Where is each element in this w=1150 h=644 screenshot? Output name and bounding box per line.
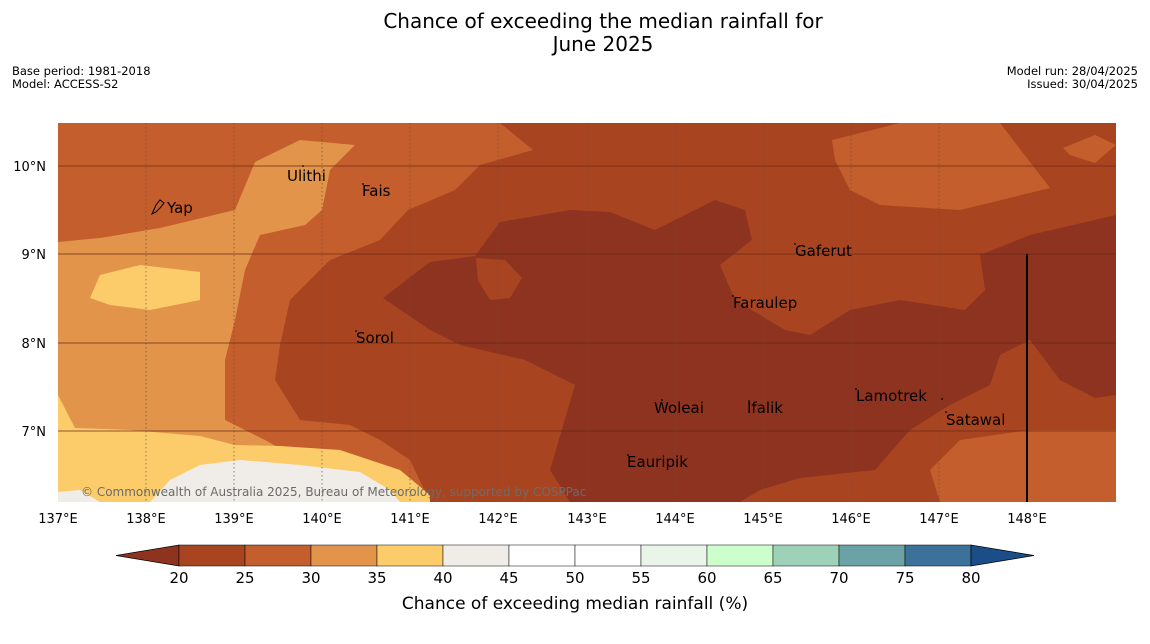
lon-label: 146°E (831, 512, 871, 527)
copyright-notice: © Commonwealth of Australia 2025, Bureau… (81, 485, 586, 499)
model-name: Model: ACCESS-S2 (12, 77, 119, 91)
lat-label: 8°N (22, 337, 47, 352)
lon-label: 139°E (214, 512, 254, 527)
place-markers (302, 165, 947, 456)
lon-label: 144°E (655, 512, 695, 527)
colorbar-tick-label: 65 (763, 569, 783, 587)
lon-label: 141°E (390, 512, 430, 527)
colorbar-swatch (244, 544, 312, 567)
yap-island-outline (150, 199, 165, 216)
colorbar-swatch (442, 544, 510, 567)
place-label-ulithi: Ulithi (287, 167, 326, 185)
meta-left: Base period: 1981-2018 Model: ACCESS-S2 (12, 65, 151, 91)
place-label-satawal: Satawal (946, 411, 1005, 429)
lon-label: 145°E (743, 512, 783, 527)
model-run: Model run: 28/04/2025 (1006, 64, 1138, 78)
colorbar-swatch (772, 544, 840, 567)
colorbar-swatch (508, 544, 576, 567)
place-label-gaferut: Gaferut (795, 242, 852, 260)
colorbar-tick-label: 75 (895, 569, 915, 587)
lat-label: 9°N (22, 248, 47, 263)
colorbar-low-arrow (115, 544, 180, 567)
colorbar-tick-label: 70 (829, 569, 849, 587)
colorbar-tick-label: 60 (697, 569, 717, 587)
colorbar-tick-label: 35 (367, 569, 387, 587)
colorbar-tick-label: 40 (433, 569, 453, 587)
colorbar-swatch (706, 544, 774, 567)
colorbar-tick-label: 30 (301, 569, 321, 587)
lon-label: 140°E (302, 512, 342, 527)
map-fill (58, 123, 1116, 502)
place-label-yap: Yap (166, 199, 193, 217)
place-label-lamotrek: Lamotrek (856, 387, 927, 405)
place-label-ifalik: Ifalik (747, 399, 783, 417)
lon-label: 142°E (478, 512, 518, 527)
lon-label: 143°E (567, 512, 607, 527)
colorbar-tick-label: 80 (961, 569, 981, 587)
colorbar-swatch (640, 544, 708, 567)
colorbar-high-arrow (970, 544, 1035, 567)
colorbar-swatch (838, 544, 906, 567)
lat-label: 10°N (13, 160, 46, 175)
issued-date: Issued: 30/04/2025 (1027, 77, 1138, 91)
colorbar-swatch (574, 544, 642, 567)
lon-label: 138°E (126, 512, 166, 527)
colorbar-swatch (178, 544, 246, 567)
lon-label: 137°E (38, 512, 78, 527)
graticule (145, 123, 940, 502)
lon-label: 147°E (919, 512, 959, 527)
colorbar-swatch (310, 544, 378, 567)
colorbar-swatch (376, 544, 444, 567)
title-line-2: June 2025 (552, 32, 654, 56)
colorbar-label: Chance of exceeding median rainfall (%) (401, 594, 749, 614)
base-period: Base period: 1981-2018 (12, 64, 151, 78)
title-line-1: Chance of exceeding the median rainfall … (383, 9, 823, 33)
meta-right: Model run: 28/04/2025 Issued: 30/04/2025 (1007, 65, 1138, 91)
colorbar-swatch (904, 544, 972, 567)
place-label-woleai: Woleai (654, 399, 704, 417)
place-labels: Yap Ulithi Fais Gaferut Faraulep Sorol W… (166, 167, 1005, 471)
place-label-fais: Fais (362, 182, 391, 200)
lat-lines (58, 165, 1116, 432)
place-label-faraulep: Faraulep (733, 294, 797, 312)
colorbar-tick-label: 45 (499, 569, 519, 587)
lat-axis-labels: 10°N 9°N 8°N 7°N (13, 160, 46, 440)
colorbar-tick-label: 25 (235, 569, 255, 587)
lon-axis-labels: 137°E 138°E 139°E 140°E 141°E 142°E 143°… (38, 512, 1047, 527)
lat-label: 7°N (22, 425, 47, 440)
lon-label: 148°E (1007, 512, 1047, 527)
colorbar (115, 544, 1035, 567)
colorbar-tick-label: 55 (631, 569, 651, 587)
colorbar-tick-label: 20 (169, 569, 189, 587)
place-label-sorol: Sorol (356, 329, 394, 347)
place-label-eauripik: Eauripik (627, 453, 688, 471)
colorbar-tick-label: 50 (565, 569, 585, 587)
map-title: Chance of exceeding the median rainfall … (0, 10, 1150, 56)
